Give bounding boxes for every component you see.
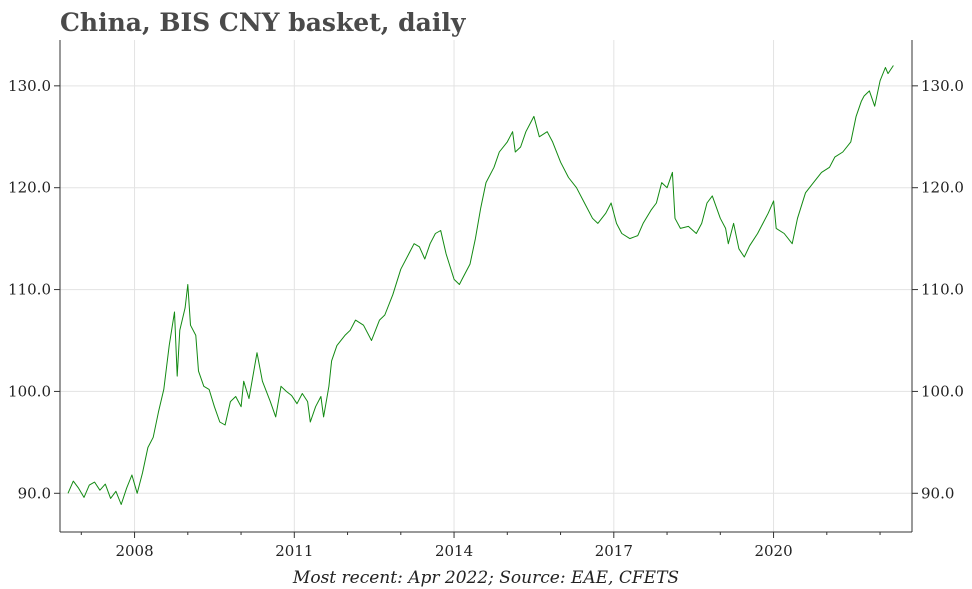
tick-marks — [54, 85, 918, 538]
y-right-tick-label: 120.0 — [921, 179, 964, 197]
y-left-tick-label: 110.0 — [8, 281, 51, 299]
gridlines — [60, 40, 912, 532]
x-tick-label: 2008 — [115, 542, 153, 560]
tick-labels: 2008 2011 2014 2017 2020 90.0 90.0 100.0 100.0 11… — [8, 77, 964, 560]
source-footer: Most recent: Apr 2022; Source: EAE, CFET… — [292, 568, 679, 588]
y-left-tick-label: 90.0 — [18, 484, 51, 502]
y-right-tick-label: 90.0 — [921, 484, 954, 502]
y-left-tick-label: 130.0 — [8, 77, 51, 95]
x-tick-label: 2020 — [754, 542, 792, 560]
y-right-tick-label: 130.0 — [921, 77, 964, 95]
series-line — [67, 65, 894, 505]
y-right-tick-label: 110.0 — [921, 281, 964, 299]
axes — [59, 40, 913, 533]
y-left-tick-label: 120.0 — [8, 179, 51, 197]
chart-title: China, BIS CNY basket, daily — [60, 8, 467, 37]
x-tick-label: 2011 — [275, 542, 313, 560]
x-tick-label: 2014 — [435, 542, 473, 560]
y-right-tick-label: 100.0 — [921, 382, 964, 400]
y-left-tick-label: 100.0 — [8, 382, 51, 400]
x-tick-label: 2017 — [595, 542, 633, 560]
